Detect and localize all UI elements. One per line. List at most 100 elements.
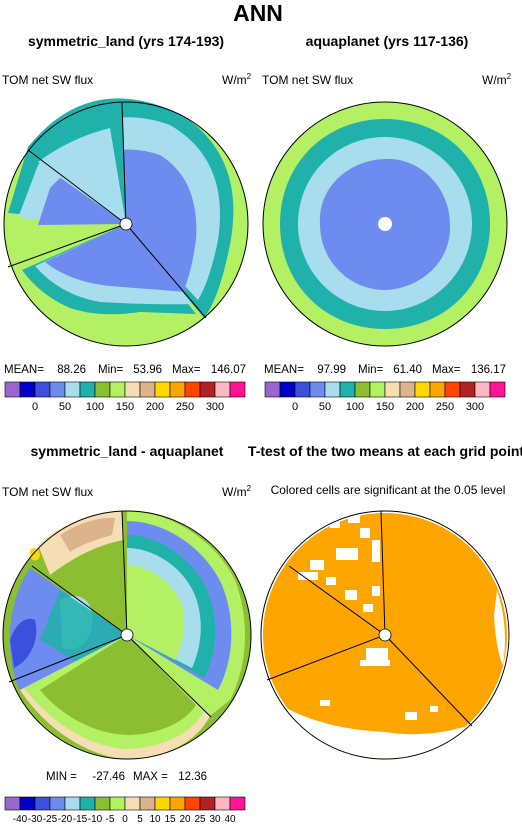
colorbar-swatch: [94, 796, 111, 811]
colorbar-tick-label: 50: [319, 401, 331, 413]
colorbar-swatch: [19, 381, 36, 398]
colorbar-swatch: [169, 381, 186, 398]
panel-difference: symmetric_land - aquaplanet TOM net SW f…: [2, 443, 252, 825]
max-value: 136.17: [471, 364, 506, 376]
panel-symmetric-land: symmetric_land (yrs 174-193) TOM net SW …: [2, 33, 252, 413]
max-label: MAX =: [133, 771, 168, 783]
colorbar-tick-label: -40: [13, 814, 28, 825]
units-label: W/m2: [482, 72, 512, 87]
colorbar-swatch: [339, 381, 356, 398]
colorbar-tick-label: 300: [466, 401, 484, 413]
max-value: 146.07: [211, 364, 246, 376]
continent-edge-3: [266, 634, 386, 681]
continent-edge-2: [121, 510, 128, 636]
colorbar-swatch: [124, 796, 141, 811]
stats-line: MEAN= 88.26 Min= 53.96 Max= 146.07: [4, 364, 246, 376]
colorbar-swatch: [4, 381, 21, 398]
colorbar-tick-label: 0: [32, 401, 38, 413]
colorbar-swatch: [184, 796, 201, 811]
colorbar-tick-label: 100: [86, 401, 104, 413]
continent-edge-4: [384, 634, 473, 727]
colorbar-swatch: [139, 796, 156, 811]
colorbar-swatch: [229, 796, 246, 811]
map-border: [3, 101, 249, 347]
colorbar-tick-label: 250: [176, 401, 194, 413]
map-border: [260, 510, 510, 760]
colorbar-tick-label: -30: [28, 814, 43, 825]
colorbar-tick-label: 5: [137, 814, 143, 825]
units-label: W/m2: [222, 72, 252, 87]
min-label: Min=: [98, 364, 124, 376]
mean-value: 97.99: [317, 364, 346, 376]
diff-south-olive: [40, 635, 196, 735]
continent-edge-3: [121, 102, 127, 225]
colorbar-swatch: [34, 796, 51, 811]
colorbar-swatch: [199, 381, 216, 398]
variable-label: TOM net SW flux: [2, 485, 93, 499]
colorbar-tick-label: 150: [376, 401, 394, 413]
colorbar-swatch: [369, 381, 386, 398]
colorbar-tick-label: 20: [179, 814, 191, 825]
pole-hole: [378, 217, 392, 231]
mean-value: 88.26: [57, 364, 86, 376]
not-significant-south: [272, 700, 470, 757]
colorbar: 0 50 100 150 200 250 300: [4, 381, 246, 413]
colorbar-tick-label: -15: [73, 814, 88, 825]
panel-ttest: T-test of the two means at each grid poi…: [248, 443, 522, 760]
colorbar-swatch: [49, 381, 66, 398]
not-significant-south-cells: [320, 648, 438, 720]
colorbar-swatch: [384, 381, 401, 398]
mean-label: MEAN=: [4, 364, 44, 376]
colorbar-swatch: [414, 381, 431, 398]
colorbar-swatch: [474, 381, 491, 398]
colorbar-swatch: [214, 381, 231, 398]
colorbar-swatch: [64, 381, 81, 398]
colorbar-swatch: [214, 796, 231, 811]
colorbar-tick-label: 300: [206, 401, 224, 413]
continent-edge-1: [31, 565, 128, 636]
variable-label: TOM net SW flux: [262, 73, 353, 87]
colorbar-swatch: [34, 381, 51, 398]
colorbar-swatch: [489, 381, 506, 398]
panel-title: aquaplanet (yrs 117-136): [306, 33, 469, 49]
min-label: Min=: [358, 364, 384, 376]
pole-hole: [119, 217, 133, 231]
colorbar-swatch: [279, 381, 296, 398]
min-value: 53.96: [133, 364, 162, 376]
min-label: MIN =: [46, 771, 77, 783]
colorbar-swatch: [19, 796, 36, 811]
max-label: Max=: [172, 364, 201, 376]
continent-wedge-ring-50-100: [38, 128, 126, 224]
colorbar-tick-label: 25: [194, 814, 206, 825]
colorbar-swatch: [294, 381, 311, 398]
diff-north-tan: [60, 517, 115, 552]
colorbar-tick-label: -20: [58, 814, 73, 825]
colorbar-swatch: [109, 381, 126, 398]
pole-hole: [120, 628, 134, 642]
polar-map: [262, 101, 508, 347]
colorbar-tick-label: 100: [346, 401, 364, 413]
colorbar-swatch: [184, 381, 201, 398]
colorbar-tick-label: 0: [122, 814, 128, 825]
colorbar-swatch: [64, 796, 81, 811]
continent-edge-4: [125, 223, 207, 319]
colorbar-swatch: [49, 796, 66, 811]
colorbar-swatch: [79, 796, 96, 811]
max-label: Max=: [432, 364, 461, 376]
colorbar-tick-label: 40: [224, 814, 236, 825]
min-value: -27.46: [92, 771, 125, 783]
continent-edge-1: [7, 223, 127, 268]
figure-title: ANN: [233, 0, 283, 26]
colorbar-tick-label: 50: [59, 401, 71, 413]
not-significant-north-cells: [298, 515, 380, 612]
panel-aquaplanet: aquaplanet (yrs 117-136) TOM net SW flux…: [262, 33, 512, 413]
colorbar-swatch: [229, 381, 246, 398]
continent-edge-1: [288, 565, 386, 636]
colorbar-tick-label: -5: [106, 814, 115, 825]
colorbar-tick-label: 30: [209, 814, 221, 825]
panel-title: symmetric_land - aquaplanet: [31, 443, 224, 459]
colorbar-swatch: [429, 381, 446, 398]
colorbar-swatch: [324, 381, 341, 398]
stats-line: MIN = -27.46 MAX = 12.36: [46, 771, 207, 783]
